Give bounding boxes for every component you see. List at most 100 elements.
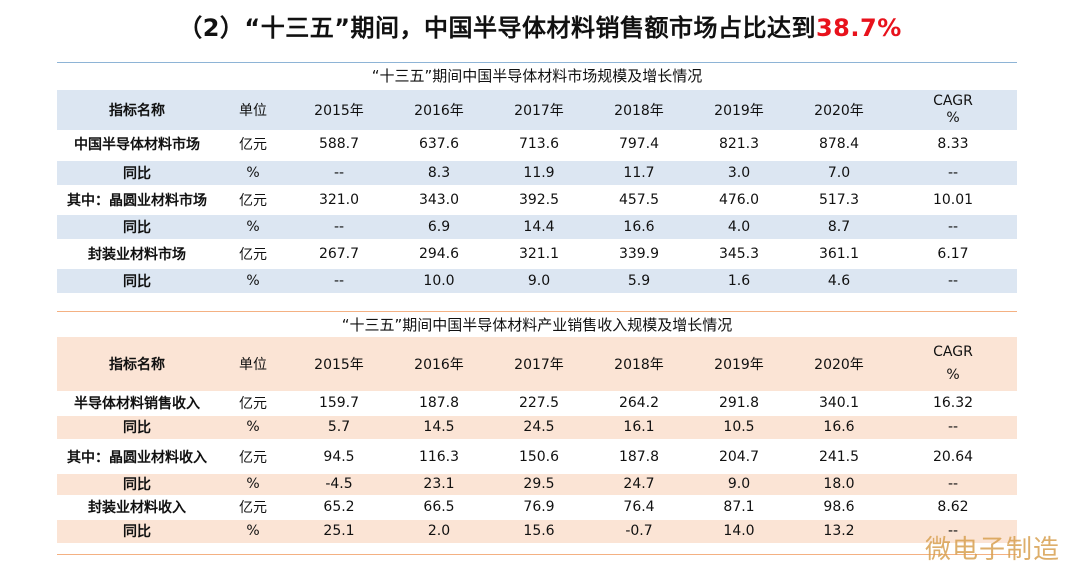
cell-2015: -- <box>333 272 345 289</box>
cell-2020: 7.0 <box>827 164 851 181</box>
cell-unit: 亿元 <box>239 396 267 412</box>
header-cagr-unit: % <box>946 367 960 383</box>
cell-2017: 150.6 <box>518 449 560 465</box>
cell-2017: 29.5 <box>523 476 555 492</box>
cell-cagr: 8.62 <box>937 499 969 515</box>
header-2019: 2019年 <box>714 357 764 373</box>
cell-cagr: -- <box>947 419 959 435</box>
header-2016: 2016年 <box>414 357 464 373</box>
cell-2020: 340.1 <box>818 395 860 411</box>
cell-indicator: 同比 <box>123 477 151 493</box>
row-divider <box>57 441 1017 442</box>
cell-indicator: 中国半导体材料市场 <box>74 137 200 153</box>
cell-2018: 339.9 <box>618 245 660 262</box>
cell-2018: 16.1 <box>623 419 655 435</box>
header-indicator: 指标名称 <box>109 357 165 373</box>
table-row: 同比% 5.7 14.5 24.5 16.1 10.5 16.6 -- <box>57 415 1017 439</box>
row-divider <box>57 186 1017 187</box>
cell-2016: 294.6 <box>418 245 460 262</box>
table-bottom-rule <box>57 554 1017 555</box>
cell-2018: 5.9 <box>627 272 651 289</box>
cell-2018: 16.6 <box>623 218 655 235</box>
cell-2019: 14.0 <box>723 523 755 539</box>
header-2018: 2018年 <box>614 357 664 373</box>
cell-2017: 76.9 <box>523 499 555 515</box>
header-2020: 2020年 <box>814 103 864 119</box>
row-divider <box>57 495 1017 496</box>
heading-text: （2）“十三五”期间，中国半导体材料销售额市场占比达到 <box>178 14 816 42</box>
cell-2015: 94.5 <box>323 449 355 465</box>
cell-2018: -0.7 <box>625 523 653 539</box>
cell-cagr: 8.33 <box>937 136 969 152</box>
header-unit: 单位 <box>239 357 267 373</box>
cell-2019: 345.3 <box>718 245 760 262</box>
cell-cagr: -- <box>947 218 959 235</box>
cell-2018: 264.2 <box>618 395 660 411</box>
cell-2019: 1.6 <box>727 272 751 289</box>
table-row: 同比% -- 6.9 14.4 16.6 4.0 8.7 -- <box>57 214 1017 239</box>
row-divider <box>57 214 1017 215</box>
cell-2018: 76.4 <box>623 499 655 515</box>
cell-indicator: 半导体材料销售收入 <box>74 396 200 412</box>
table-row: 同比% -4.5 23.1 29.5 24.7 9.0 18.0 -- <box>57 473 1017 495</box>
cell-2016: 23.1 <box>423 476 455 492</box>
cell-cagr: -- <box>947 164 959 181</box>
cell-2016: 637.6 <box>418 136 460 152</box>
cell-2017: 321.1 <box>518 245 560 262</box>
cell-2020: 878.4 <box>818 136 860 152</box>
cell-indicator: 封装业材料收入 <box>88 500 186 516</box>
cell-unit: % <box>246 476 260 492</box>
cell-2020: 98.6 <box>823 499 855 515</box>
cell-indicator: 其中：晶圆业材料市场 <box>67 192 207 209</box>
cell-2020: 16.6 <box>823 419 855 435</box>
header-cagr: CAGR % <box>889 337 1017 391</box>
page-heading: （2）“十三五”期间，中国半导体材料销售额市场占比达到38.7% <box>0 8 1080 43</box>
table-top-rule <box>57 311 1017 312</box>
cell-unit: 亿元 <box>239 500 267 516</box>
cell-2019: 821.3 <box>718 136 760 152</box>
table-title: “十三五”期间中国半导体材料市场规模及增长情况 <box>371 67 703 85</box>
heading-highlight: 38.7% <box>815 14 902 42</box>
cell-unit: 亿元 <box>239 137 267 153</box>
header-cagr: CAGR % <box>889 90 1017 130</box>
cell-unit: % <box>246 523 260 539</box>
cell-cagr: 10.01 <box>932 191 974 208</box>
row-divider <box>57 415 1017 416</box>
header-2020: 2020年 <box>814 357 864 373</box>
table-row: 同比% -- 10.0 9.0 5.9 1.6 4.6 -- <box>57 268 1017 293</box>
cell-2019: 291.8 <box>718 395 760 411</box>
cell-2020: 241.5 <box>818 449 860 465</box>
cell-indicator: 封装业材料市场 <box>88 246 186 263</box>
cell-indicator: 同比 <box>123 165 151 182</box>
cell-unit: 亿元 <box>239 246 267 263</box>
header-cagr-unit: % <box>946 110 960 126</box>
table-row: 同比% 25.1 2.0 15.6 -0.7 14.0 13.2 -- <box>57 519 1017 543</box>
cell-2015: -- <box>333 218 345 235</box>
header-2016: 2016年 <box>414 103 464 119</box>
cell-indicator: 其中：晶圆业材料收入 <box>67 450 207 466</box>
cell-2015: 321.0 <box>318 191 360 208</box>
table-top-rule <box>57 62 1017 63</box>
header-2017: 2017年 <box>514 357 564 373</box>
cell-2019: 87.1 <box>723 499 755 515</box>
header-2015: 2015年 <box>314 103 364 119</box>
cell-2017: 24.5 <box>523 419 555 435</box>
cell-indicator: 同比 <box>123 420 151 436</box>
cell-2018: 24.7 <box>623 476 655 492</box>
row-divider <box>57 160 1017 161</box>
cell-2016: 6.9 <box>427 218 451 235</box>
sales-revenue-table: “十三五”期间中国半导体材料产业销售收入规模及增长情况 指标名称 单位 2015… <box>57 311 1017 555</box>
header-2015: 2015年 <box>314 357 364 373</box>
table-row: 封装业材料市场 亿元 267.7 294.6 321.1 339.9 345.3 361.1 6… <box>57 240 1017 267</box>
header-cagr-label: CAGR <box>933 93 973 109</box>
table-row: 其中：晶圆业材料收入 亿元 94.5 116.3 150.6 187.8 204.7 241.… <box>57 441 1017 473</box>
cell-2018: 457.5 <box>618 191 660 208</box>
watermark-logo: 微电子制造 <box>924 535 1060 565</box>
cell-unit: % <box>246 164 260 181</box>
cell-indicator: 同比 <box>123 524 151 540</box>
cell-cagr: 20.64 <box>932 449 974 465</box>
cell-cagr: -- <box>947 523 959 539</box>
cell-2019: 4.0 <box>727 218 751 235</box>
cell-2018: 797.4 <box>618 136 660 152</box>
cell-cagr: -- <box>947 476 959 492</box>
